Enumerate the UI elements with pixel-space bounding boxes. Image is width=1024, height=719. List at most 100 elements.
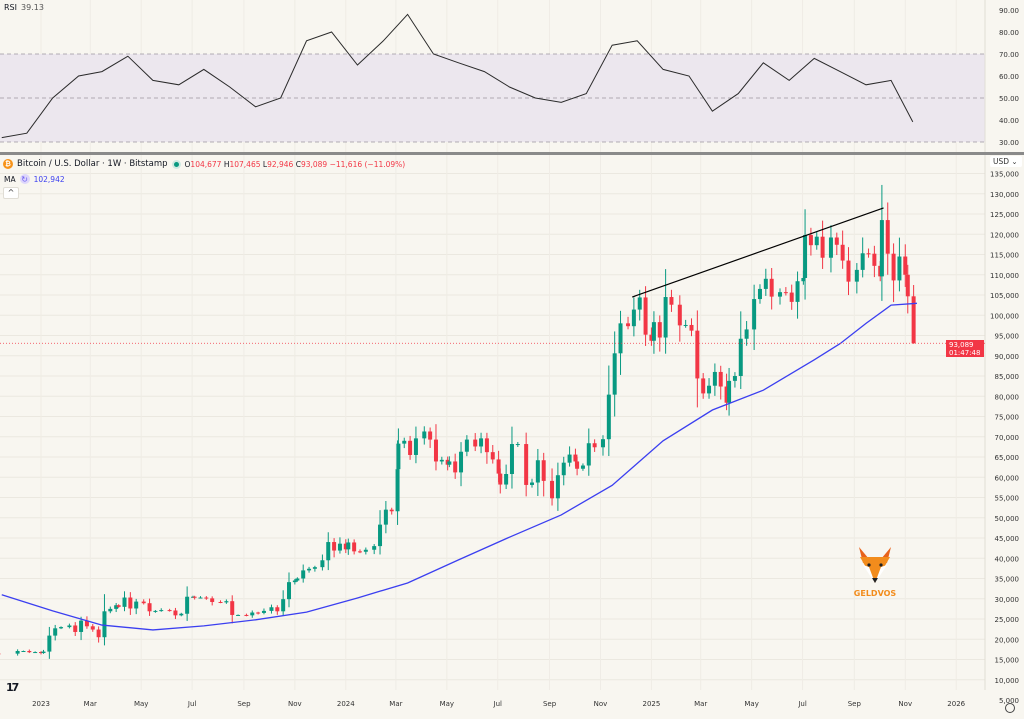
price-tick-label: 120,000 — [990, 231, 1019, 239]
candle-body — [142, 602, 146, 604]
price-chart: 135,000130,000125,000120,000115,000110,0… — [0, 155, 1024, 690]
price-tick-label: 25,000 — [995, 616, 1020, 624]
time-tick-label: Sep — [848, 700, 862, 708]
price-tick-label: 15,000 — [995, 657, 1020, 665]
candle-body — [179, 614, 183, 616]
rsi-label: RSI — [4, 3, 17, 12]
candle-body — [867, 253, 871, 254]
candle-body — [784, 292, 788, 293]
candle-body — [73, 625, 77, 631]
candle-body — [159, 610, 163, 611]
time-tick-label: 2024 — [337, 700, 355, 708]
candle-body — [465, 440, 469, 452]
low-value: 92,946 — [267, 160, 293, 169]
price-tick-label: 100,000 — [990, 312, 1019, 320]
time-tick-label: Mar — [84, 700, 97, 708]
candle-body — [575, 461, 579, 468]
candle-body — [148, 603, 152, 611]
price-tick-label: 35,000 — [995, 576, 1020, 584]
candle-body — [479, 438, 483, 446]
candle-body — [892, 254, 896, 281]
candle-body — [173, 610, 177, 615]
candle-body — [872, 254, 876, 266]
time-tick-label: Nov — [594, 700, 608, 708]
candle-body — [198, 598, 202, 599]
candle-body — [153, 611, 157, 612]
price-tick-label: 85,000 — [995, 373, 1020, 381]
time-tick-label: Sep — [237, 700, 251, 708]
candle-body — [764, 279, 768, 289]
candle-body — [287, 582, 291, 599]
candle-body — [102, 611, 106, 637]
rsi-tick-label: 40.00 — [999, 117, 1019, 125]
candle-body — [684, 325, 688, 326]
candle-body — [719, 372, 723, 387]
candle-body — [123, 598, 127, 607]
candle-body — [542, 460, 546, 481]
ma-legend[interactable]: MA ↻ 102,942 — [4, 174, 65, 184]
candle-body — [301, 570, 305, 578]
rsi-tick-label: 90.00 — [999, 7, 1019, 15]
collapse-legend-button[interactable]: ^ — [3, 187, 19, 199]
currency-selector[interactable]: USD ⌄ — [990, 156, 1022, 167]
candle-body — [269, 607, 273, 611]
candle-body — [326, 542, 330, 560]
candle-body — [262, 611, 266, 613]
candle-body — [364, 550, 368, 552]
candle-body — [613, 353, 617, 394]
change-value: −11,616 (−11.09%) — [330, 160, 406, 169]
price-tick-label: 55,000 — [995, 495, 1020, 503]
geldvos-branding: GELDVOS — [850, 545, 900, 598]
time-tick-label: Mar — [694, 700, 707, 708]
bitcoin-icon: ₿ — [3, 159, 13, 169]
candle-body — [587, 443, 591, 465]
candle-body — [473, 440, 477, 447]
candle-body — [414, 438, 418, 455]
settings-gear-icon[interactable] — [1005, 703, 1015, 713]
time-tick-label: Mar — [389, 700, 402, 708]
price-tick-label: 125,000 — [990, 211, 1019, 219]
candle-body — [250, 613, 254, 616]
candle-body — [644, 297, 648, 334]
time-tick-label: Nov — [898, 700, 912, 708]
candle-body — [16, 651, 20, 654]
candle-body — [21, 651, 25, 652]
candle-body — [745, 329, 749, 338]
candle-body — [556, 475, 560, 498]
time-tick-label: May — [744, 700, 758, 708]
price-tick-label: 110,000 — [990, 272, 1019, 280]
price-tick-label: 45,000 — [995, 535, 1020, 543]
rsi-legend[interactable]: RSI 39.13 — [4, 3, 44, 12]
candle-body — [47, 636, 51, 652]
candle-body — [841, 245, 845, 261]
candle-body — [861, 253, 865, 270]
candle-body — [390, 510, 394, 512]
time-tick-label: Jul — [187, 700, 197, 708]
candle-body — [524, 444, 528, 485]
candle-body — [550, 481, 554, 498]
candle-body — [758, 289, 762, 299]
candle-body — [128, 598, 132, 609]
price-tick-label: 90,000 — [995, 353, 1020, 361]
candle-body — [880, 220, 884, 276]
loading-icon: ↻ — [20, 174, 30, 184]
candle-body — [440, 460, 444, 462]
time-tick-label: Nov — [288, 700, 302, 708]
candle-body — [809, 235, 813, 245]
candle-body — [281, 599, 285, 611]
candle-body — [652, 322, 656, 341]
candle-body — [803, 235, 807, 278]
time-tick-label: 2026 — [947, 700, 965, 708]
candle-body — [91, 626, 95, 629]
candle-body — [53, 628, 57, 635]
candle-body — [790, 293, 794, 302]
symbol-legend[interactable]: ₿ Bitcoin / U.S. Dollar · 1W · Bitstamp … — [3, 159, 405, 169]
candle-body — [422, 431, 426, 438]
candle-body — [320, 560, 324, 567]
time-tick-label: May — [440, 700, 454, 708]
tradingview-logo[interactable]: 17 — [6, 681, 17, 694]
